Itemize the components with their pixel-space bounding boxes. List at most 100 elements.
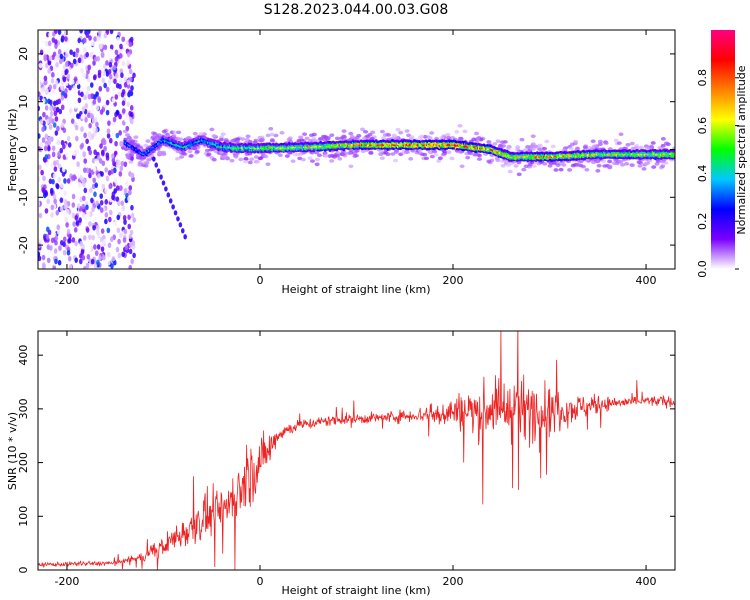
spectrogram-cell (473, 152, 479, 157)
spectrogram-cell (59, 147, 64, 154)
spectrogram-cell (180, 228, 185, 234)
spectrogram-cell (446, 135, 452, 140)
spectrogram-cell (348, 131, 354, 136)
spectrogram-cell (89, 113, 94, 119)
spectrogram-cell (144, 161, 150, 165)
spectrogram-cell (75, 47, 80, 54)
spectrogram-cell (48, 178, 53, 185)
spectrogram-cell (89, 82, 94, 88)
spectrogram-cell (347, 138, 353, 142)
spectrogram-cell (60, 122, 65, 128)
spectrogram-cell (66, 250, 71, 256)
spectrogram-cell (57, 259, 62, 266)
spectrogram-cell (41, 254, 46, 261)
spectrogram-cell (44, 105, 49, 111)
spectrogram-cell (38, 164, 42, 171)
spectrogram-cell (309, 159, 315, 163)
spectrogram-cell (75, 135, 79, 142)
spectrogram-cell (658, 146, 664, 151)
spectrogram-cell (304, 136, 310, 141)
spectrogram-cell (99, 143, 103, 149)
spectrogram-cell (247, 160, 253, 165)
spectrogram-cell (103, 32, 108, 39)
spectrogram-cell (595, 169, 601, 173)
spectrogram-cell (273, 133, 279, 138)
spectrogram-cell (120, 49, 125, 55)
spectrogram-cell (65, 61, 69, 67)
spectrogram-cell (108, 54, 112, 61)
spectrogram-cell (71, 202, 76, 208)
spectrogram-cell (157, 151, 163, 156)
spectrogram-cell (146, 158, 152, 162)
spectrogram-cell (73, 227, 78, 233)
spectrogram-cell (445, 132, 451, 137)
spectrogram-cell (404, 129, 410, 133)
spectrogram-cell (61, 171, 66, 177)
snr-y-tick-label: 0 (17, 567, 30, 574)
spectrogram-cell (81, 203, 86, 210)
spectrogram-cell (48, 124, 53, 130)
spectrogram-cell (613, 138, 619, 143)
snr-x-tick-label: 400 (636, 575, 657, 588)
spectrogram-cell (90, 106, 95, 112)
spectrogram-cell (437, 156, 443, 161)
spectrogram-x-axis-label: Height of straight line (km) (281, 283, 430, 296)
spectrogram-cell (49, 105, 54, 112)
spectrogram-cell (129, 118, 134, 125)
spectrogram-cell (542, 161, 548, 166)
spectrogram-cell (240, 137, 246, 141)
spectrogram-cell (183, 234, 187, 240)
spectrogram-cell (525, 145, 531, 149)
spectrogram-cell (125, 112, 130, 118)
spectrogram-cell (379, 156, 385, 160)
snr-series-line (38, 331, 675, 570)
spectrogram-cell (198, 132, 204, 136)
spectrogram-cell (88, 122, 92, 129)
spectrogram-cell (93, 36, 97, 42)
spectrogram-cell (356, 133, 362, 138)
spectrogram-cell (601, 159, 607, 163)
spectrogram-cell (465, 155, 471, 160)
spectrogram-cell (119, 232, 123, 238)
spectrogram-cell (130, 172, 135, 179)
spectrogram-cell (290, 159, 296, 163)
spectrogram-cell (386, 133, 392, 137)
spectrogram-cell (68, 264, 73, 269)
spectrogram-cell (55, 62, 59, 68)
spectrogram-cell (206, 152, 212, 157)
spectrogram-marks (38, 30, 675, 269)
spectrogram-cell (152, 156, 156, 162)
spectrogram-cell (570, 163, 576, 168)
spectrogram-cell (442, 149, 448, 154)
spectrogram-cell (56, 224, 61, 231)
spectrogram-cell (360, 127, 366, 132)
spectrogram-cell (521, 167, 527, 172)
spectrogram-cell (92, 224, 96, 231)
snr-y-axis-label: SNR (10 * v/v) (6, 412, 19, 490)
spectrogram-cell (44, 79, 48, 86)
spectrogram-cell (173, 210, 178, 216)
spectrogram-cell (335, 153, 341, 158)
spectrogram-y-axis-label: Frequency (Hz) (6, 109, 19, 192)
spectrogram-cell (82, 72, 87, 79)
spectrogram-cell (128, 189, 132, 196)
spectrogram-cell (597, 142, 603, 146)
spectrogram-cell (143, 156, 146, 160)
spectrogram-cell (123, 228, 128, 235)
spectrogram-cell (172, 130, 178, 134)
spectrogram-cell (616, 141, 622, 145)
spectrogram-cell (46, 198, 50, 205)
spectrogram-cell (41, 187, 45, 193)
spectrogram-cell (108, 216, 112, 223)
spectrogram-cell (74, 51, 79, 58)
spectrogram-cell (82, 167, 87, 173)
spectrogram-cell (118, 78, 123, 85)
spectrogram-cell (107, 170, 112, 176)
spectrogram-cell (499, 140, 505, 145)
spectrogram-cell (42, 111, 46, 118)
spectrogram-cell (629, 141, 635, 146)
spectrogram-cell (98, 255, 102, 261)
spectrogram-cell (97, 30, 102, 35)
spectrogram-cell (59, 53, 64, 60)
spectrogram-cell (243, 156, 249, 161)
